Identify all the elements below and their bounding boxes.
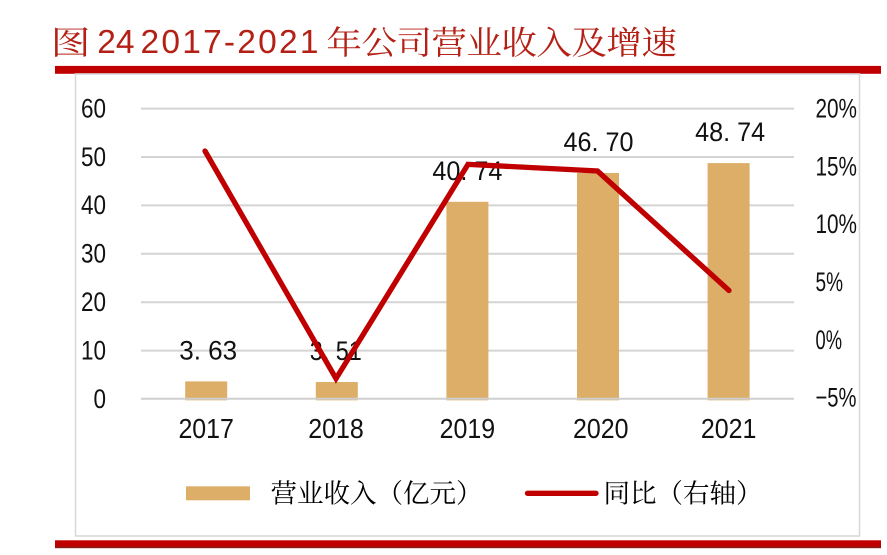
svg-text:2017: 2017 (178, 413, 234, 444)
svg-text:2019: 2019 (440, 413, 496, 444)
svg-text:50: 50 (81, 142, 106, 172)
svg-text:24: 24 (97, 24, 134, 61)
svg-text:10%: 10% (816, 209, 858, 239)
svg-text:10: 10 (81, 336, 106, 366)
svg-text:2020: 2020 (573, 413, 629, 444)
svg-text:40. 74: 40. 74 (432, 156, 502, 186)
svg-text:60: 60 (81, 93, 106, 123)
svg-text:−5%: −5% (816, 383, 857, 413)
svg-text:2017-2021: 2017-2021 (141, 24, 319, 61)
svg-text:30: 30 (81, 239, 106, 269)
svg-text:40: 40 (81, 190, 106, 220)
svg-text:5%: 5% (816, 267, 844, 297)
svg-text:3. 63: 3. 63 (179, 336, 237, 366)
svg-text:20%: 20% (816, 94, 858, 124)
svg-text:15%: 15% (816, 151, 858, 181)
svg-text:0: 0 (94, 384, 107, 414)
svg-text:2018: 2018 (308, 413, 364, 444)
svg-text:2021: 2021 (701, 413, 757, 444)
svg-text:48. 74: 48. 74 (695, 117, 765, 147)
svg-text:0%: 0% (816, 325, 843, 355)
svg-text:20: 20 (81, 287, 106, 317)
svg-text:46. 70: 46. 70 (564, 127, 634, 157)
